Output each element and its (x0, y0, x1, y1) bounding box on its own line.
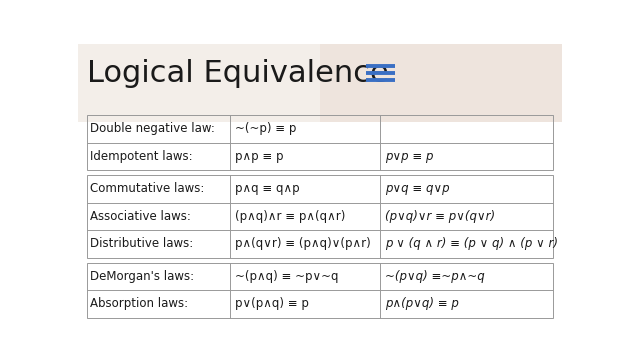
Text: p∨p ≡ p: p∨p ≡ p (385, 150, 434, 163)
Text: ~(p∧q) ≡ ~p∨~q: ~(p∧q) ≡ ~p∨~q (235, 270, 339, 283)
Text: Absorption laws:: Absorption laws: (90, 297, 188, 310)
Text: p∧(p∨q) ≡ p: p∧(p∨q) ≡ p (385, 297, 459, 310)
Text: Idempotent laws:: Idempotent laws: (90, 150, 193, 163)
Text: p∧q ≡ q∧p: p∧q ≡ q∧p (235, 182, 300, 195)
Bar (87, 115, 553, 170)
Text: ~(p∨q) ≡~p∧~q: ~(p∨q) ≡~p∧~q (385, 270, 485, 283)
Text: p∨q ≡ q∨p: p∨q ≡ q∨p (385, 182, 450, 195)
Text: p∧p ≡ p: p∧p ≡ p (235, 150, 284, 163)
FancyBboxPatch shape (319, 44, 562, 122)
Bar (87, 262, 553, 317)
Text: Distributive laws:: Distributive laws: (90, 237, 193, 250)
Text: Associative laws:: Associative laws: (90, 210, 191, 223)
Text: p∧(q∨r) ≡ (p∧q)∨(p∧r): p∧(q∨r) ≡ (p∧q)∨(p∧r) (235, 237, 371, 250)
Text: (p∨q)∨r ≡ p∨(q∨r): (p∨q)∨r ≡ p∨(q∨r) (385, 210, 495, 223)
Text: p ∨ (q ∧ r) ≡ (p ∨ q) ∧ (p ∨ r): p ∨ (q ∧ r) ≡ (p ∨ q) ∧ (p ∨ r) (385, 237, 558, 250)
Text: (p∧q)∧r ≡ p∧(q∧r): (p∧q)∧r ≡ p∧(q∧r) (235, 210, 346, 223)
Text: p∨(p∧q) ≡ p: p∨(p∧q) ≡ p (235, 297, 309, 310)
Text: Commutative laws:: Commutative laws: (90, 182, 205, 195)
Bar (87, 175, 553, 258)
Text: Logical Equivalence: Logical Equivalence (87, 59, 389, 88)
Text: DeMorgan's laws:: DeMorgan's laws: (90, 270, 194, 283)
FancyBboxPatch shape (78, 44, 562, 122)
Text: ~(~p) ≡ p: ~(~p) ≡ p (235, 122, 296, 135)
Text: Double negative law:: Double negative law: (90, 122, 215, 135)
